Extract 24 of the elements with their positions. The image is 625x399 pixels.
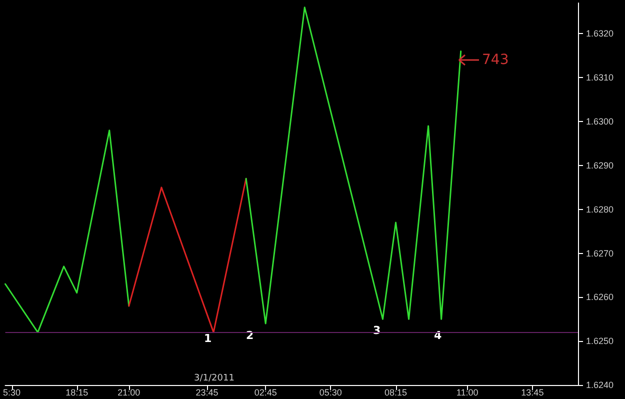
y-tick-label: 1.6240 <box>586 380 614 390</box>
x-tick-label: 23:45 <box>196 388 218 398</box>
x-tick-label: 18:15 <box>66 388 88 398</box>
y-tick-label: 1.6300 <box>586 116 614 127</box>
x-tick-label: 05:30 <box>319 388 342 398</box>
x-tick-label: 11:00 <box>456 388 478 398</box>
y-tick-label: 1.6290 <box>586 160 614 170</box>
line-series <box>128 178 247 334</box>
x-tick-label: 5:30 <box>2 388 21 398</box>
annotation: 743 <box>482 52 509 68</box>
y-tick-label: 1.6280 <box>586 204 614 214</box>
y-tick-label: 1.6260 <box>586 292 614 302</box>
x-tick-label: 21:00 <box>118 388 140 398</box>
annotation: 1 <box>204 332 212 345</box>
y-tick-label: 1.6270 <box>586 248 614 258</box>
x-tick-label: 08:15 <box>384 388 408 398</box>
line-series <box>4 130 130 334</box>
y-tick-label: 1.6250 <box>586 336 614 346</box>
annotation: 3/1/2011 <box>194 374 234 384</box>
x-tick-label: 13:45 <box>521 388 544 398</box>
y-tick-label: 1.6310 <box>586 72 614 83</box>
y-tick-label: 1.6320 <box>586 28 614 39</box>
x-tick-label: 02:45 <box>254 388 277 398</box>
line-series <box>245 6 462 324</box>
